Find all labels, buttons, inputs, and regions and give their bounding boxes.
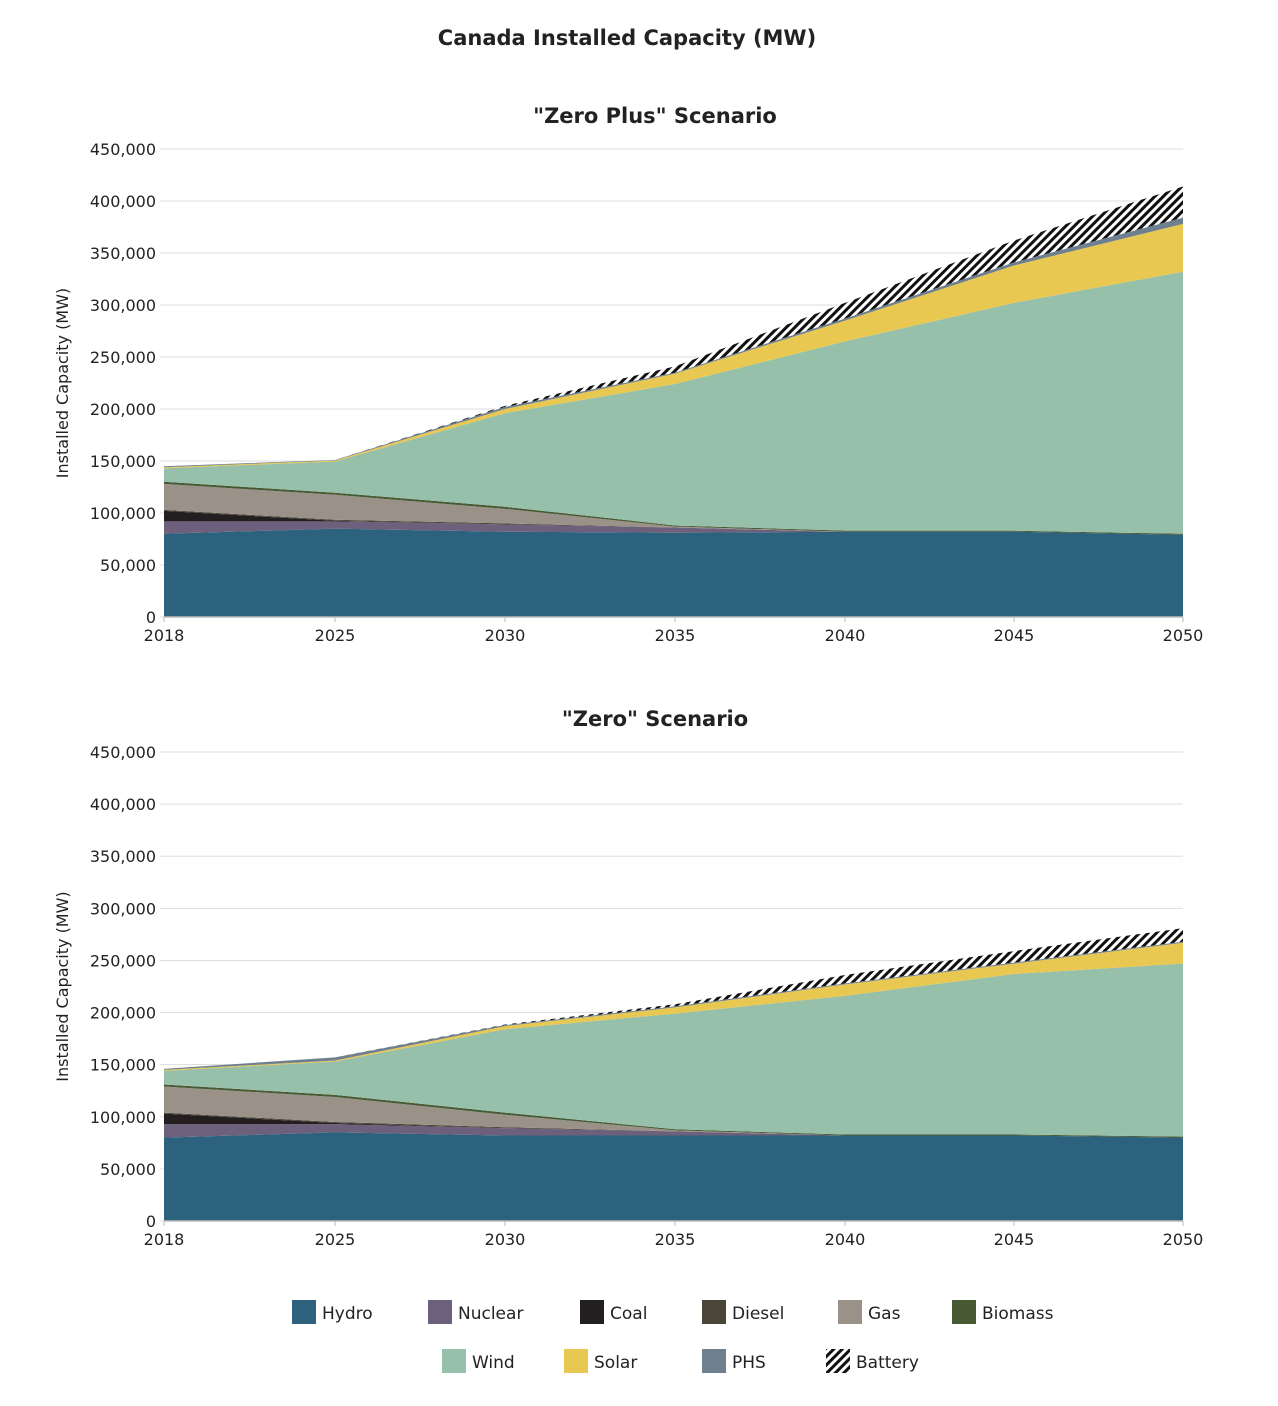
legend-item-coal: Coal: [580, 1300, 647, 1324]
y-tick-label: 100,000: [90, 504, 156, 523]
area-hydro: [164, 528, 1183, 617]
x-tick-label: 2050: [1163, 1230, 1204, 1249]
legend-item-biomass: Biomass: [952, 1300, 1054, 1324]
area-phs: [164, 941, 1183, 1070]
legend-item-nuclear: Nuclear: [428, 1300, 523, 1324]
legend-label: Wind: [472, 1353, 515, 1373]
area-gas: [164, 1086, 1183, 1138]
y-tick-label: 400,000: [90, 795, 156, 814]
y-tick-label: 350,000: [90, 847, 156, 866]
y-axis-title: Installed Capacity (MW): [53, 891, 72, 1081]
panel-title: "Zero Plus" Scenario: [533, 104, 777, 128]
y-tick-label: 200,000: [90, 400, 156, 419]
legend-label: Battery: [856, 1353, 919, 1373]
legend-label: Gas: [868, 1304, 901, 1324]
x-tick-label: 2050: [1163, 626, 1204, 645]
x-tick-label: 2025: [315, 626, 356, 645]
legend-swatch: [952, 1300, 976, 1324]
y-tick-label: 200,000: [90, 1004, 156, 1023]
y-tick-label: 150,000: [90, 452, 156, 471]
chart-panel-1: "Zero" Scenario 0 50,000 100,000 150,000 200,…: [53, 707, 1203, 1249]
legend-item-hydro: Hydro: [292, 1300, 373, 1324]
y-tick-label: 50,000: [100, 556, 156, 575]
y-axis-title: Installed Capacity (MW): [53, 288, 72, 478]
y-tick-label: 300,000: [90, 899, 156, 918]
legend-item-phs: PHS: [702, 1349, 766, 1373]
legend-label: Hydro: [322, 1304, 373, 1324]
legend: Hydro Nuclear Coal Diesel Gas Biomass Wind Sola…: [292, 1300, 1054, 1373]
area-wind: [164, 271, 1183, 534]
x-tick-label: 2018: [144, 1230, 185, 1249]
main-title: Canada Installed Capacity (MW): [438, 26, 816, 50]
area-battery: [164, 928, 1183, 1069]
x-tick-label: 2035: [655, 1230, 696, 1249]
y-tick-label: 150,000: [90, 1056, 156, 1075]
legend-swatch: [826, 1349, 850, 1373]
panel-title: "Zero" Scenario: [562, 707, 748, 731]
area-gas: [164, 483, 1183, 535]
x-tick-label: 2040: [825, 626, 866, 645]
x-tick-label: 2025: [315, 1230, 356, 1249]
y-tick-label: 250,000: [90, 348, 156, 367]
legend-item-battery: Battery: [826, 1349, 919, 1373]
x-tick-label: 2045: [994, 1230, 1035, 1249]
legend-item-wind: Wind: [442, 1349, 515, 1373]
legend-swatch: [428, 1300, 452, 1324]
area-nuclear: [164, 1124, 1183, 1138]
legend-swatch: [702, 1349, 726, 1373]
legend-label: Coal: [610, 1304, 647, 1324]
x-tick-label: 2018: [144, 626, 185, 645]
y-tick-label: 0: [146, 608, 156, 627]
legend-label: Diesel: [732, 1304, 784, 1324]
legend-swatch: [442, 1349, 466, 1373]
legend-label: Solar: [594, 1353, 637, 1373]
legend-swatch: [702, 1300, 726, 1324]
x-tick-label: 2030: [485, 1230, 526, 1249]
y-tick-label: 250,000: [90, 951, 156, 970]
legend-item-solar: Solar: [564, 1349, 637, 1373]
x-tick-label: 2035: [655, 626, 696, 645]
y-tick-label: 0: [146, 1212, 156, 1231]
legend-item-diesel: Diesel: [702, 1300, 784, 1324]
y-tick-label: 450,000: [90, 140, 156, 159]
area-nuclear: [164, 521, 1183, 535]
legend-swatch: [564, 1349, 588, 1373]
legend-item-gas: Gas: [838, 1300, 901, 1324]
legend-label: PHS: [732, 1353, 766, 1373]
y-tick-label: 300,000: [90, 296, 156, 315]
area-hydro: [164, 1132, 1183, 1221]
area-solar: [164, 942, 1183, 1071]
legend-swatch: [838, 1300, 862, 1324]
legend-label: Nuclear: [458, 1304, 523, 1324]
legend-swatch: [580, 1300, 604, 1324]
x-tick-label: 2045: [994, 626, 1035, 645]
legend-swatch: [292, 1300, 316, 1324]
y-tick-label: 400,000: [90, 192, 156, 211]
x-tick-label: 2030: [485, 626, 526, 645]
y-tick-label: 100,000: [90, 1108, 156, 1127]
chart-panel-0: "Zero Plus" Scenario 0 50,000 100,000 150,00…: [53, 104, 1203, 645]
y-tick-label: 350,000: [90, 244, 156, 263]
legend-label: Biomass: [982, 1304, 1054, 1324]
area-wind: [164, 963, 1183, 1137]
y-tick-label: 450,000: [90, 743, 156, 762]
x-tick-label: 2040: [825, 1230, 866, 1249]
y-tick-label: 50,000: [100, 1160, 156, 1179]
